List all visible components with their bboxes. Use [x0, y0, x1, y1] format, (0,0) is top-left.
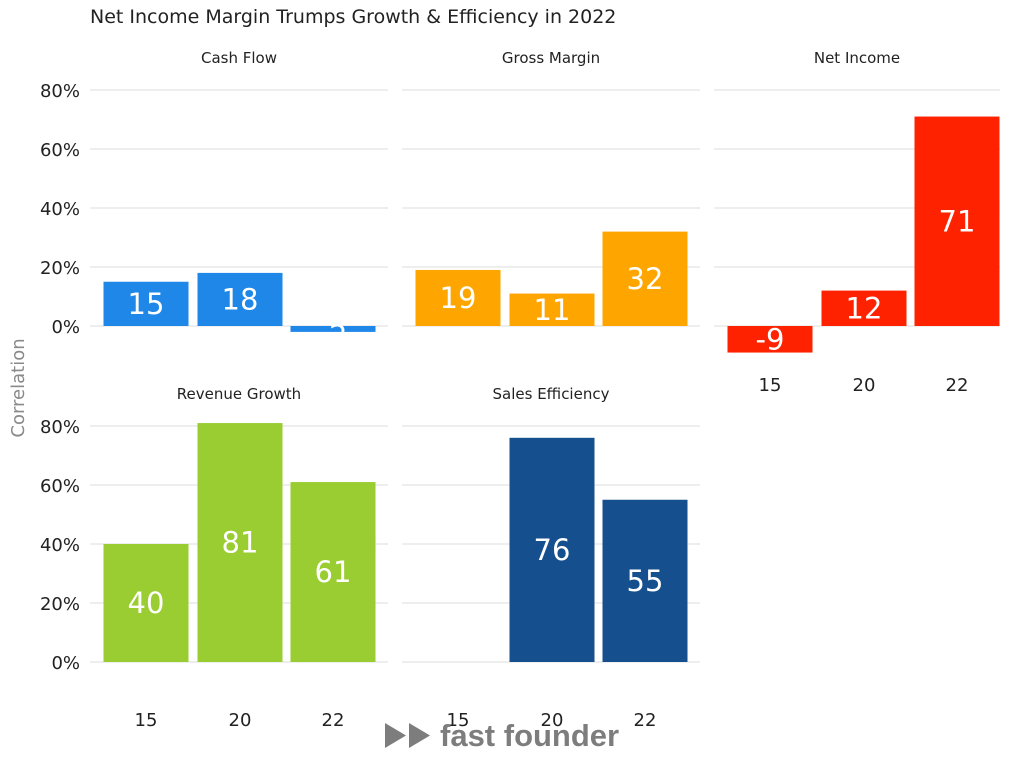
- facet-sales-efficiency: Sales Efficiency 0 76 55 15 20 22: [402, 385, 700, 731]
- bar: [727, 326, 813, 353]
- bar: [290, 326, 376, 332]
- x-tick-label: 20: [229, 710, 252, 731]
- x-tick-label: 20: [853, 375, 876, 396]
- x-tick-label: 15: [447, 710, 470, 731]
- y-tick-label: 60%: [40, 140, 80, 161]
- chart-title: Net Income Margin Trumps Growth & Effici…: [90, 6, 616, 28]
- data-label: 55: [627, 564, 664, 598]
- bar: [602, 499, 688, 662]
- bar: [290, 482, 376, 662]
- data-label: 15: [128, 287, 165, 321]
- data-label: 18: [222, 282, 259, 316]
- facet-revenue-growth: 80% 60% 40% 20% 0% Revenue Growth 40 81 61 15 20 22: [40, 385, 388, 731]
- y-tick-label: 40%: [40, 535, 80, 556]
- bar: [415, 269, 501, 326]
- x-tick-label: 20: [541, 710, 564, 731]
- bar: [197, 272, 283, 326]
- bar: [103, 544, 189, 662]
- facet-title: Gross Margin: [502, 49, 600, 67]
- x-tick-label: 15: [759, 375, 782, 396]
- x-tick-label: 15: [135, 710, 158, 731]
- data-label: 61: [315, 555, 352, 589]
- y-tick-label: 20%: [40, 258, 80, 279]
- bar: [821, 290, 907, 326]
- bar: [914, 116, 1000, 326]
- facet-title: Sales Efficiency: [493, 385, 610, 403]
- bar: [197, 423, 283, 662]
- brand-name: fast founder: [440, 718, 619, 753]
- y-axis-label: Correlation: [8, 338, 29, 437]
- facets: 80% 60% 40% 20% 0% Cash Flow 15 18 -2 Gross Margi…: [40, 49, 1000, 731]
- data-label: -9: [756, 322, 785, 356]
- facet-net-income: Net Income -9 12 71 15 20 22: [714, 49, 1000, 396]
- y-tick-label: 80%: [40, 417, 80, 438]
- data-label: 40: [128, 586, 165, 620]
- facet-cash-flow: 80% 60% 40% 20% 0% Cash Flow 15 18 -2: [40, 49, 388, 353]
- data-label: 71: [939, 204, 976, 238]
- y-tick-label: 0%: [51, 317, 80, 338]
- data-label: 32: [627, 262, 664, 296]
- fast-forward-icon: [385, 723, 406, 748]
- y-tick-label: 60%: [40, 476, 80, 497]
- bar: [509, 437, 595, 662]
- data-label: 11: [534, 293, 571, 327]
- bar: [602, 231, 688, 326]
- bar: [509, 293, 595, 326]
- facet-title: Cash Flow: [201, 49, 277, 67]
- data-label: 12: [846, 291, 883, 325]
- x-tick-label: 22: [322, 710, 345, 731]
- x-tick-label: 22: [634, 710, 657, 731]
- data-label: 0: [449, 631, 467, 665]
- data-label: -2: [319, 319, 348, 353]
- data-label: 81: [222, 526, 259, 560]
- y-tick-label: 80%: [40, 81, 80, 102]
- y-tick-label: 20%: [40, 594, 80, 615]
- facet-title: Net Income: [814, 49, 900, 67]
- facet-gross-margin: Gross Margin 19 11 32: [402, 49, 700, 327]
- y-tick-label: 40%: [40, 199, 80, 220]
- bar: [103, 281, 189, 326]
- fast-forward-icon: [409, 723, 430, 748]
- facet-title: Revenue Growth: [177, 385, 301, 403]
- y-tick-label: 0%: [51, 653, 80, 674]
- data-label: 19: [440, 281, 477, 315]
- x-tick-label: 22: [946, 375, 969, 396]
- brand-logo: fast founder: [385, 718, 619, 753]
- data-label: 76: [534, 533, 571, 567]
